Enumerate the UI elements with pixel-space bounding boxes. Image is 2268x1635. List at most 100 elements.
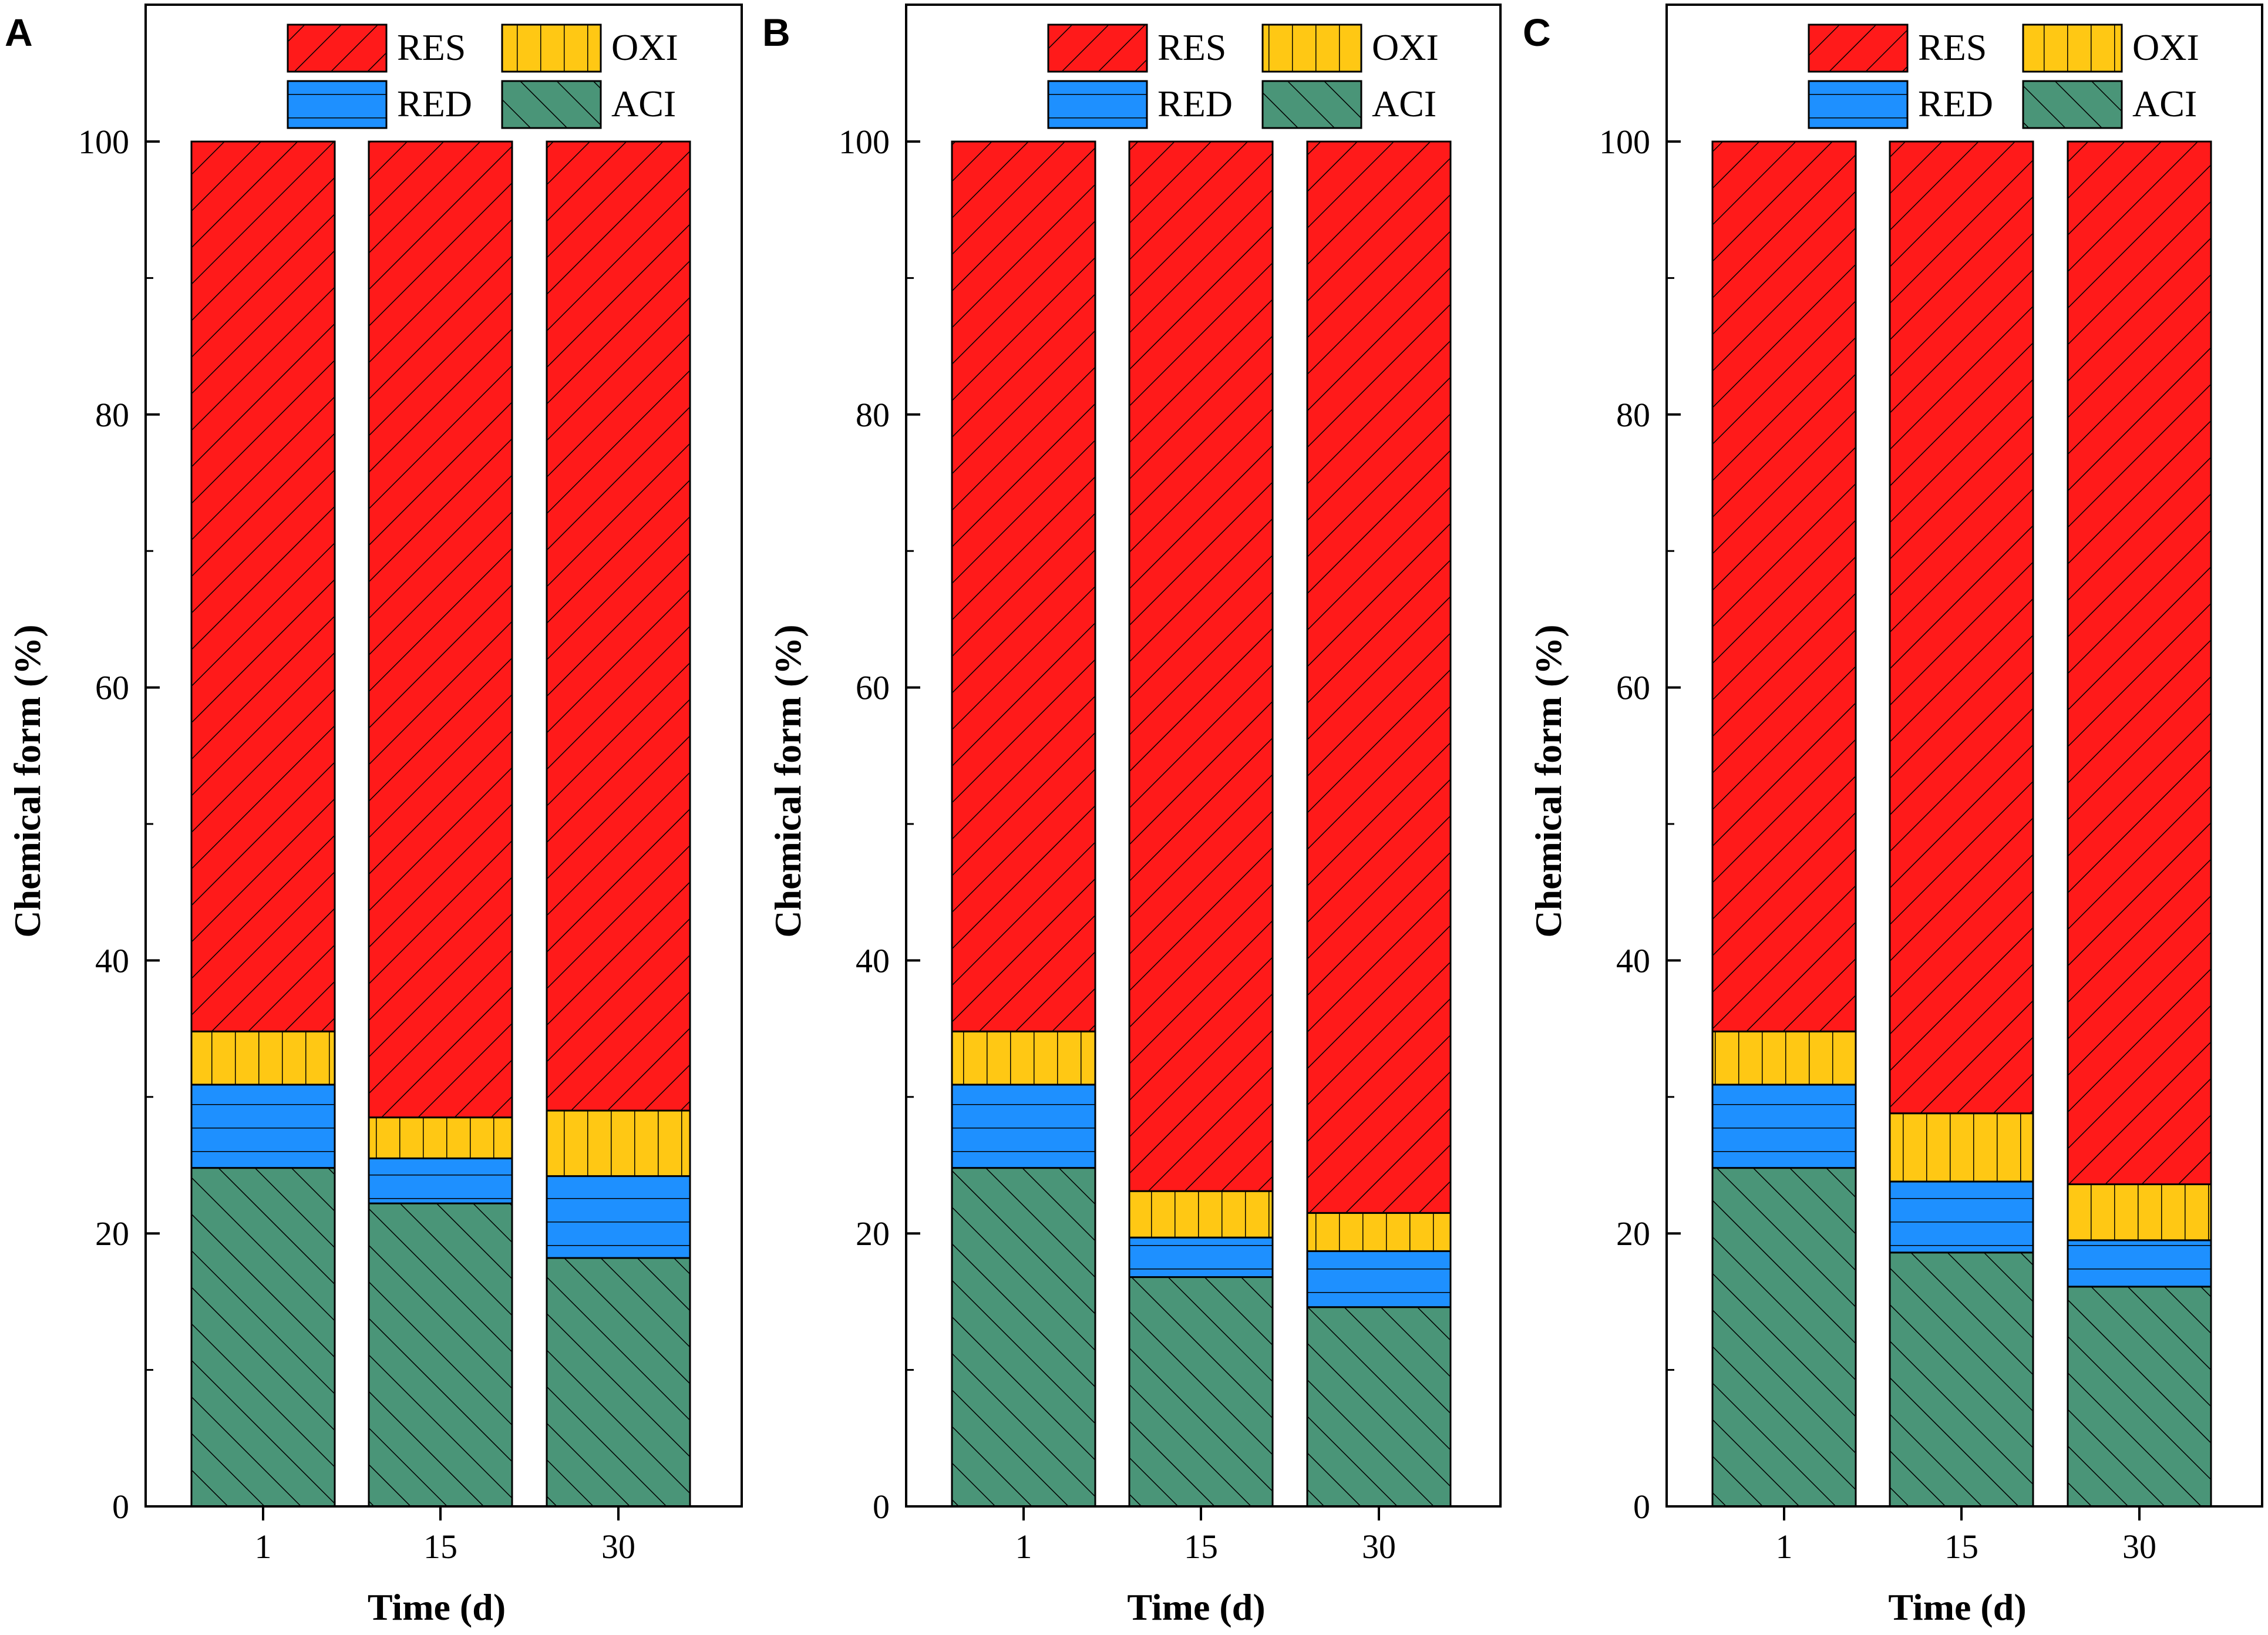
bar-aci-day-1	[190, 1167, 336, 1508]
bar-red-day-30	[546, 1175, 691, 1259]
y-tick-label-40: 40	[1616, 941, 1650, 980]
panel-letter-c: C	[1523, 11, 1551, 54]
bar-red-day-15	[1889, 1180, 2034, 1254]
bar-red-day-1	[951, 1084, 1096, 1169]
y-tick-label-80: 80	[1616, 396, 1650, 434]
legend-swatch-red	[1808, 80, 1909, 129]
y-tick-label-60: 60	[856, 669, 890, 707]
legend-label-red: RED	[1157, 83, 1233, 125]
y-tick-label-80: 80	[95, 396, 129, 434]
bar-oxi-day-30	[1306, 1212, 1452, 1252]
bars-group	[951, 140, 1452, 1508]
bar-res-day-1	[951, 140, 1096, 1032]
y-axis: 0 20 40 60 80 100	[1599, 123, 1681, 1526]
y-axis: 0 20 40 60 80 100	[839, 123, 920, 1526]
bar-aci-day-1	[1711, 1167, 1857, 1508]
x-axis-title: Time (d)	[368, 1586, 506, 1628]
bar-aci-day-30	[546, 1257, 691, 1508]
bar-res-day-15	[1889, 140, 2034, 1115]
legend-label-aci: ACI	[611, 83, 676, 125]
bar-red-day-30	[1306, 1250, 1452, 1308]
x-tick-label-1: 1	[255, 1528, 272, 1566]
panel-c: C 0 20 40 60 80 100 1 15 30 Time (d) Chemical form …	[1523, 4, 2263, 1628]
bars-group	[1711, 140, 2212, 1508]
legend-swatch-oxi	[501, 23, 602, 73]
y-tick-label-40: 40	[856, 941, 890, 980]
bars-group	[190, 140, 691, 1508]
x-axis: 1 15 30	[1776, 1506, 2156, 1566]
panel-a: A 0 20 40 60 80 100 1 15 30 Time (d) Chemical form …	[5, 4, 743, 1628]
legend-swatch-aci	[501, 80, 602, 129]
legend: RES OXI RED ACI	[287, 23, 678, 129]
legend-swatch-res	[287, 23, 388, 73]
bar-aci-day-30	[2067, 1286, 2212, 1508]
legend-label-aci: ACI	[2132, 83, 2197, 125]
bar-res-day-1	[1711, 140, 1857, 1032]
y-tick-label-20: 20	[1616, 1215, 1650, 1253]
x-tick-label-15: 15	[423, 1528, 457, 1566]
bar-res-day-30	[1306, 140, 1452, 1214]
bar-aci-day-15	[1128, 1276, 1274, 1508]
bar-red-day-1	[1711, 1084, 1857, 1169]
bar-red-day-30	[2067, 1239, 2212, 1288]
plot-frame	[144, 4, 743, 1508]
bar-oxi-day-30	[2067, 1183, 2212, 1242]
x-axis: 1 15 30	[1015, 1506, 1396, 1566]
y-tick-label-60: 60	[95, 669, 129, 707]
legend-swatch-oxi	[1261, 23, 1362, 73]
x-tick-label-30: 30	[1362, 1528, 1396, 1566]
legend-swatch-red	[1047, 80, 1148, 129]
bar-res-day-30	[546, 140, 691, 1112]
bar-oxi-day-1	[1711, 1030, 1857, 1086]
x-axis-title: Time (d)	[1888, 1586, 2026, 1628]
y-tick-label-20: 20	[95, 1215, 129, 1253]
legend-swatch-aci	[1261, 80, 1362, 129]
bar-aci-day-15	[368, 1202, 513, 1508]
y-tick-label-100: 100	[839, 123, 890, 161]
plot-frame	[905, 4, 1502, 1508]
x-tick-label-15: 15	[1944, 1528, 1978, 1566]
bar-res-day-30	[2067, 140, 2212, 1186]
legend-swatch-aci	[2022, 80, 2123, 129]
legend-label-oxi: OXI	[611, 26, 678, 68]
bar-aci-day-1	[951, 1167, 1096, 1508]
legend-label-res: RES	[397, 26, 466, 68]
legend: RES OXI RED ACI	[1808, 23, 2199, 129]
y-tick-label-100: 100	[78, 123, 129, 161]
bar-oxi-day-1	[951, 1030, 1096, 1086]
y-tick-label-0: 0	[873, 1488, 890, 1526]
bar-oxi-day-15	[1128, 1190, 1274, 1239]
bar-res-day-1	[190, 140, 336, 1032]
legend-label-red: RED	[1918, 83, 1993, 125]
y-tick-label-40: 40	[95, 941, 129, 980]
legend: RES OXI RED ACI	[1047, 23, 1439, 129]
legend-swatch-res	[1047, 23, 1148, 73]
legend-label-res: RES	[1157, 26, 1226, 68]
legend-swatch-oxi	[2022, 23, 2123, 73]
legend-label-oxi: OXI	[2132, 26, 2199, 68]
plot-frame	[1665, 4, 2263, 1508]
x-tick-label-1: 1	[1015, 1528, 1032, 1566]
bar-aci-day-15	[1889, 1252, 2034, 1508]
bar-res-day-15	[1128, 140, 1274, 1192]
y-axis: 0 20 40 60 80 100	[78, 123, 160, 1526]
bar-oxi-day-1	[190, 1030, 336, 1086]
x-tick-label-1: 1	[1776, 1528, 1793, 1566]
panel-b: B 0 20 40 60 80 100 1 15 30 Time (d) Chemical form …	[762, 4, 1502, 1628]
legend-label-oxi: OXI	[1372, 26, 1439, 68]
x-axis-title: Time (d)	[1127, 1586, 1265, 1628]
bar-oxi-day-15	[368, 1116, 513, 1159]
y-tick-label-0: 0	[112, 1488, 129, 1526]
bar-oxi-day-30	[546, 1109, 691, 1178]
legend-label-red: RED	[397, 83, 472, 125]
panel-letter-a: A	[5, 11, 33, 54]
legend-swatch-red	[287, 80, 388, 129]
legend-swatch-res	[1808, 23, 1909, 73]
panel-letter-b: B	[762, 11, 790, 54]
legend-label-aci: ACI	[1372, 83, 1436, 125]
bar-aci-day-30	[1306, 1306, 1452, 1508]
legend-label-res: RES	[1918, 26, 1987, 68]
bar-red-day-15	[368, 1157, 513, 1205]
y-axis-title: Chemical form (%)	[1527, 624, 1569, 937]
